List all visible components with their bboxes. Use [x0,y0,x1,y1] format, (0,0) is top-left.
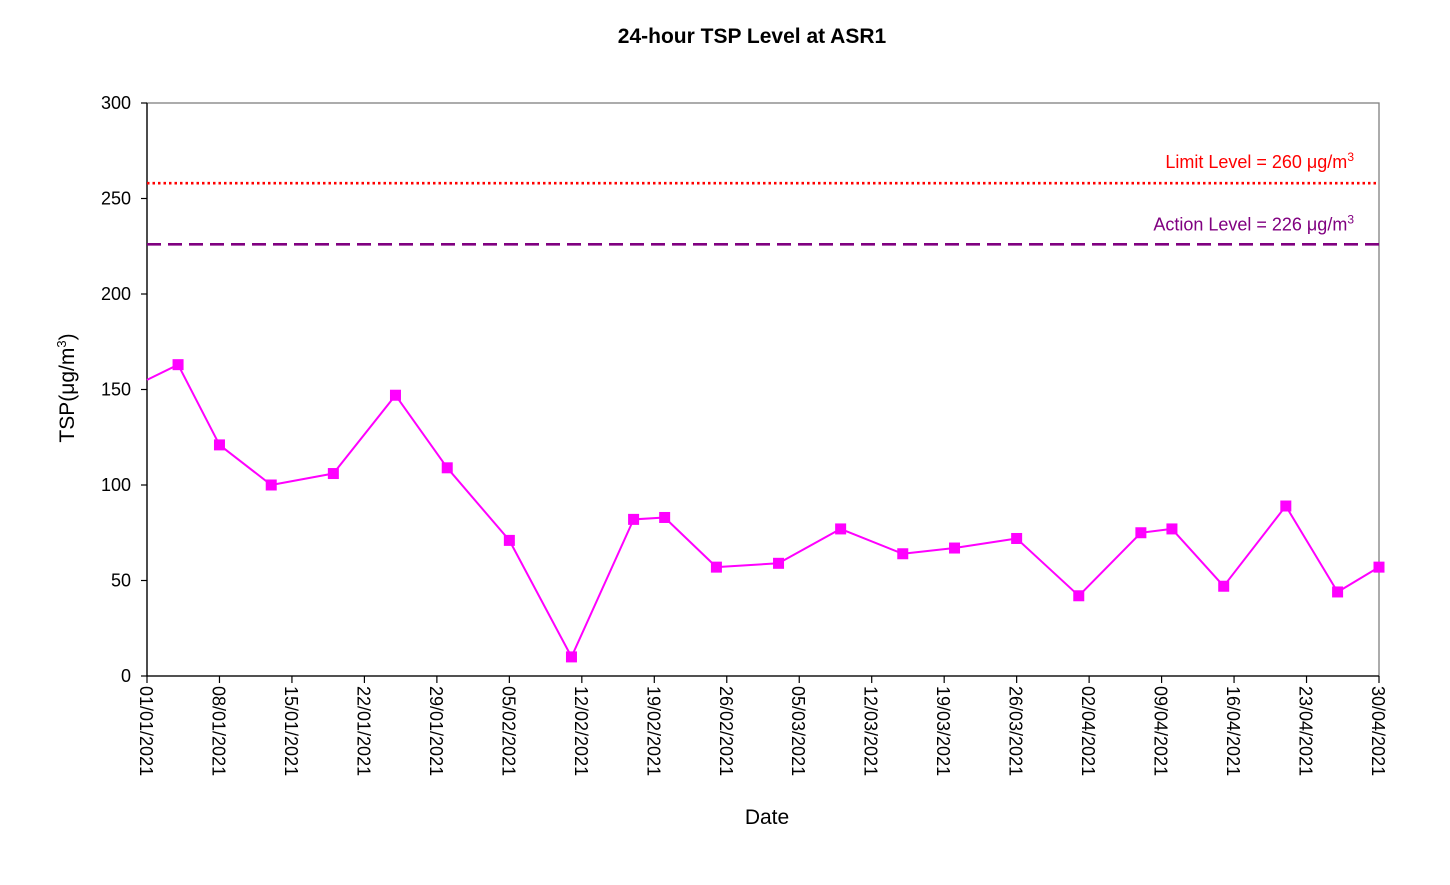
data-point-marker [265,479,277,491]
plot-area [146,102,1380,677]
y-axis-label-main: TSP(μg/m [56,348,79,443]
x-tick-label: 02/04/2021 [1078,686,1098,776]
data-point-marker [503,534,515,546]
x-tick-label: 05/02/2021 [498,686,518,776]
x-tick-label: 26/02/2021 [716,686,736,776]
reference-label-limit: Limit Level = 260 μg/m3 [1165,150,1354,172]
reference-label-sup: 3 [1347,212,1354,226]
data-point-marker [441,462,453,474]
y-tick-label: 300 [101,93,131,113]
y-axis-label: TSP(μg/m3) [54,333,79,442]
reference-label-sup: 3 [1347,150,1354,164]
x-tick-label: 12/02/2021 [571,686,591,776]
data-point-marker [1332,586,1344,598]
x-tick-label: 19/03/2021 [933,686,953,776]
x-tick-label: 30/04/2021 [1368,686,1388,776]
reference-label-text: Action Level = 226 μg/m [1153,214,1347,234]
data-point-marker [1166,523,1178,535]
y-tick-label: 250 [101,189,131,209]
data-point-marker [213,439,225,451]
data-point-marker [1280,500,1292,512]
y-tick-label: 150 [101,380,131,400]
data-point-marker [1373,561,1385,573]
chart-title: 24-hour TSP Level at ASR1 [618,25,887,48]
x-tick-label: 05/03/2021 [788,686,808,776]
series-group [146,359,1385,663]
x-tick-label: 16/04/2021 [1223,686,1243,776]
x-tick-label: 19/02/2021 [643,686,663,776]
data-point-marker [1073,590,1085,602]
x-tick-label: 26/03/2021 [1006,686,1026,776]
x-tick-label: 15/01/2021 [281,686,301,776]
y-tick-label: 200 [101,284,131,304]
data-point-marker [1135,527,1147,539]
y-axis-label-end: ) [56,333,79,340]
data-point-marker [1218,580,1230,592]
data-point-marker [773,557,785,569]
data-point-marker [897,548,909,560]
data-point-marker [835,523,847,535]
reference-label-action: Action Level = 226 μg/m3 [1153,212,1354,234]
y-axis-ticks: 0 50 100 150 200 250 300 [101,93,147,686]
series-line [146,363,1380,658]
data-point-marker [710,561,722,573]
x-tick-label: 29/01/2021 [426,686,446,776]
x-tick-label: 23/04/2021 [1296,686,1316,776]
x-tick-label: 22/01/2021 [353,686,373,776]
data-point-marker [949,542,961,554]
data-point-marker [389,389,401,401]
y-axis-label-sup: 3 [54,340,69,347]
data-point-marker [659,511,671,523]
data-point-marker [565,651,577,663]
data-point-marker [628,513,640,525]
data-point-marker [327,468,339,480]
x-tick-label: 12/03/2021 [861,686,881,776]
data-point-marker [172,359,184,371]
data-point-marker [1011,532,1023,544]
x-tick-label: 01/01/2021 [136,686,156,776]
y-tick-label: 100 [101,475,131,495]
reference-label-text: Limit Level = 260 μg/m [1165,152,1347,172]
x-tick-label: 09/04/2021 [1151,686,1171,776]
x-tick-label: 08/01/2021 [208,686,228,776]
x-axis-label: Date [745,806,789,829]
y-tick-label: 50 [111,571,131,591]
y-tick-label: 0 [121,666,131,686]
x-axis-ticks: 01/01/2021 08/01/2021 15/01/2021 22/01/2021… [136,676,1388,776]
